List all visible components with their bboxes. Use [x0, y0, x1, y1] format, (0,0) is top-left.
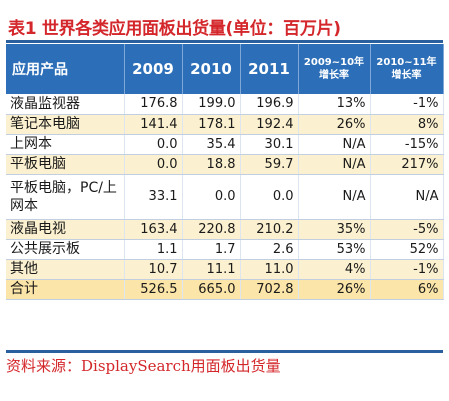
row-product: 其他 — [6, 259, 125, 280]
cell-growth-2010-11: -5% — [370, 219, 444, 240]
cell-2009: 1.1 — [124, 239, 183, 260]
table-row: 平板电脑 0.0 18.8 59.7 N/A 217% — [6, 154, 444, 175]
row-product: 液晶监视器 — [6, 94, 125, 115]
header-growth-2010-11-line1: 2010~11年 — [376, 57, 437, 68]
cell-2009: 176.8 — [124, 94, 183, 115]
row-product: 笔记本电脑 — [6, 114, 125, 135]
cell-2009: 526.5 — [124, 279, 183, 300]
cell-growth-2009-10: 26% — [298, 279, 371, 300]
cell-2011: 59.7 — [240, 154, 299, 175]
cell-2010: 1.7 — [182, 239, 241, 260]
table-row: 公共展示板 1.1 1.7 2.6 53% 52% — [6, 239, 444, 260]
cell-growth-2010-11: -15% — [370, 134, 444, 155]
shipment-table: 应用产品 2009 2010 2011 2009~10年 增长率 2010~11… — [6, 44, 444, 300]
cell-growth-2009-10: N/A — [298, 134, 371, 155]
table-row: 液晶电视 163.4 220.8 210.2 35% -5% — [6, 219, 444, 240]
cell-2011: 210.2 — [240, 219, 299, 240]
header-2010: 2010 — [182, 44, 241, 94]
row-product: 平板电脑，PC/上网本 — [6, 174, 125, 220]
table-title: 表1 世界各类应用面板出货量(单位：百万片) — [8, 19, 341, 39]
header-growth-2009-10-line1: 2009~10年 — [303, 57, 365, 68]
cell-2009: 163.4 — [124, 219, 183, 240]
cell-2009: 10.7 — [124, 259, 183, 280]
cell-growth-2009-10: 35% — [298, 219, 371, 240]
row-product: 公共展示板 — [6, 239, 125, 260]
cell-2011: 192.4 — [240, 114, 299, 135]
cell-growth-2009-10: 26% — [298, 114, 371, 135]
header-2011: 2011 — [240, 44, 299, 94]
table-row: 笔记本电脑 141.4 178.1 192.4 26% 8% — [6, 114, 444, 135]
cell-2011: 196.9 — [240, 94, 299, 115]
cell-2011: 0.0 — [240, 174, 299, 220]
cell-growth-2010-11: -1% — [370, 94, 444, 115]
header-growth-2009-10-line2: 增长率 — [319, 70, 349, 81]
cell-growth-2009-10: 4% — [298, 259, 371, 280]
cell-2011: 11.0 — [240, 259, 299, 280]
cell-2010: 199.0 — [182, 94, 241, 115]
header-row: 应用产品 2009 2010 2011 2009~10年 增长率 2010~11… — [6, 44, 444, 94]
cell-growth-2009-10: N/A — [298, 174, 371, 220]
header-growth-2010-11: 2010~11年 增长率 — [370, 44, 444, 94]
header-growth-2010-11-line2: 增长率 — [391, 70, 422, 81]
cell-2009: 0.0 — [124, 154, 183, 175]
top-rule — [6, 40, 443, 43]
table-row: 液晶监视器 176.8 199.0 196.9 13% -1% — [6, 94, 444, 115]
total-row: 合计 526.5 665.0 702.8 26% 6% — [6, 279, 444, 300]
header-growth-2009-10: 2009~10年 增长率 — [298, 44, 371, 94]
cell-growth-2010-11: 8% — [370, 114, 444, 135]
cell-2010: 35.4 — [182, 134, 241, 155]
cell-growth-2010-11: N/A — [370, 174, 444, 220]
cell-2010: 665.0 — [182, 279, 241, 300]
table-row: 上网本 0.0 35.4 30.1 N/A -15% — [6, 134, 444, 155]
cell-2011: 2.6 — [240, 239, 299, 260]
row-product: 上网本 — [6, 134, 125, 155]
row-product: 平板电脑 — [6, 154, 125, 175]
table-row: 其他 10.7 11.1 11.0 4% -1% — [6, 259, 444, 280]
cell-2009: 0.0 — [124, 134, 183, 155]
row-product: 合计 — [6, 279, 125, 300]
table-row: 平板电脑，PC/上网本 33.1 0.0 0.0 N/A N/A — [6, 174, 444, 220]
cell-growth-2010-11: 217% — [370, 154, 444, 175]
cell-growth-2009-10: 13% — [298, 94, 371, 115]
bottom-rule — [6, 350, 443, 353]
header-product: 应用产品 — [6, 44, 125, 94]
cell-2010: 0.0 — [182, 174, 241, 220]
cell-growth-2010-11: 52% — [370, 239, 444, 260]
cell-growth-2010-11: 6% — [370, 279, 444, 300]
cell-growth-2009-10: 53% — [298, 239, 371, 260]
cell-2011: 702.8 — [240, 279, 299, 300]
row-product: 液晶电视 — [6, 219, 125, 240]
cell-2009: 141.4 — [124, 114, 183, 135]
cell-2011: 30.1 — [240, 134, 299, 155]
cell-growth-2010-11: -1% — [370, 259, 444, 280]
cell-2010: 178.1 — [182, 114, 241, 135]
cell-2009: 33.1 — [124, 174, 183, 220]
cell-2010: 18.8 — [182, 154, 241, 175]
cell-growth-2009-10: N/A — [298, 154, 371, 175]
cell-2010: 11.1 — [182, 259, 241, 280]
cell-2010: 220.8 — [182, 219, 241, 240]
header-2009: 2009 — [124, 44, 183, 94]
source-note: 资料来源：DisplaySearch用面板出货量 — [6, 357, 281, 375]
